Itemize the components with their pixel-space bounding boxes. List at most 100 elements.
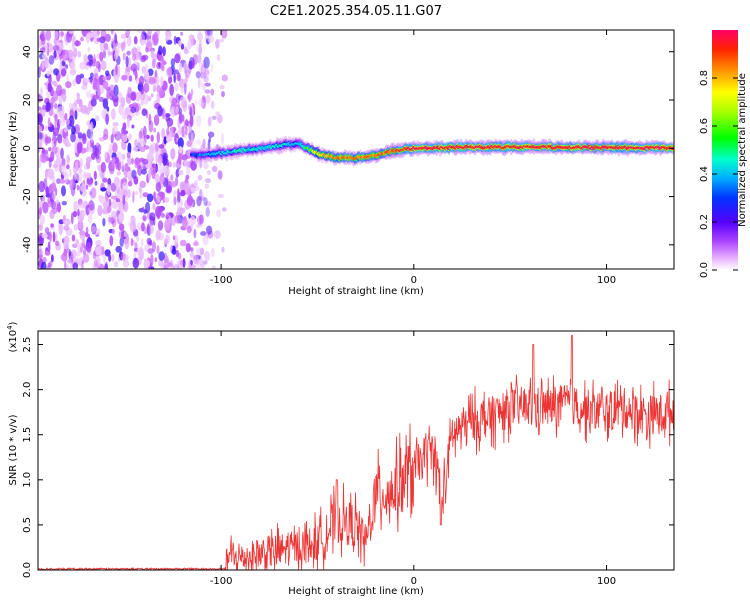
noise-blob	[68, 30, 75, 35]
noise-blob	[75, 160, 79, 173]
noise-blob	[42, 256, 47, 264]
noise-blob	[190, 160, 197, 171]
noise-blob	[112, 142, 118, 154]
noise-blob	[68, 115, 75, 128]
noise-blob	[162, 59, 165, 66]
noise-blob	[207, 34, 215, 44]
noise-blob	[163, 259, 170, 269]
noise-blob	[154, 173, 160, 184]
noise-blob	[140, 39, 148, 45]
noise-blob	[94, 146, 98, 158]
noise-blob	[202, 260, 208, 265]
noise-blob	[39, 214, 46, 225]
noise-blob	[111, 108, 116, 120]
noise-blob	[197, 30, 202, 36]
noise-blob	[121, 74, 128, 81]
noise-blob	[121, 153, 126, 160]
noise-blob	[65, 81, 72, 89]
noise-blob	[61, 201, 67, 206]
noise-blob	[198, 62, 204, 73]
noise-blob	[161, 127, 165, 139]
noise-blob	[125, 55, 129, 68]
noise-blob	[150, 93, 154, 98]
noise-blob	[163, 136, 167, 145]
noise-blob	[111, 95, 119, 103]
noise-blob	[185, 119, 189, 127]
noise-blob	[45, 30, 52, 41]
noise-blob	[216, 54, 221, 61]
noise-blob	[207, 131, 215, 138]
noise-blob	[58, 138, 63, 144]
noise-blob	[119, 237, 124, 247]
noise-blob	[97, 204, 103, 217]
noise-blob	[103, 253, 106, 265]
noise-blob	[114, 51, 119, 60]
noise-blob	[139, 180, 146, 188]
noise-blob	[128, 75, 133, 82]
noise-blob	[199, 39, 202, 47]
noise-blob	[190, 259, 193, 266]
noise-blob	[150, 49, 154, 59]
noise-blob	[196, 247, 203, 258]
noise-blob	[106, 90, 110, 101]
noise-blob	[157, 105, 163, 117]
noise-blob	[160, 76, 164, 87]
snr-ytick-label: 0.0	[22, 562, 33, 578]
noise-blob	[136, 30, 144, 33]
noise-blob	[178, 146, 183, 154]
noise-blob	[185, 243, 191, 253]
noise-blob	[100, 60, 107, 71]
noise-blob	[38, 200, 41, 207]
noise-blob	[112, 122, 119, 127]
noise-blob	[44, 227, 50, 234]
noise-blob	[113, 84, 119, 97]
noise-blob	[179, 189, 186, 197]
noise-blob	[190, 182, 198, 189]
noise-blob	[167, 120, 170, 129]
noise-blob	[80, 36, 84, 42]
noise-blob	[100, 161, 106, 173]
noise-blob	[188, 213, 191, 219]
noise-blob	[176, 201, 181, 214]
noise-blob	[83, 164, 87, 170]
noise-blob	[197, 78, 201, 88]
noise-blob	[110, 195, 118, 200]
noise-blob	[147, 151, 154, 161]
noise-blob	[198, 98, 205, 108]
noise-blob	[207, 116, 212, 127]
noise-blob	[92, 94, 100, 100]
noise-blob	[60, 165, 67, 172]
noise-blob	[215, 38, 220, 49]
noise-blob	[56, 84, 63, 97]
noise-blob	[61, 185, 66, 197]
noise-blob	[142, 206, 145, 212]
spectrogram-ytick-label: -20	[22, 188, 33, 204]
noise-blob	[200, 71, 204, 79]
noise-blob	[106, 184, 111, 196]
snr-ytick-label: 0.5	[22, 517, 33, 533]
noise-blob	[134, 157, 141, 166]
amplitude-colorbar: 0.0 0.2 0.4 0.6 0.8 Normalized spectral ampl…	[699, 30, 748, 278]
noise-blob	[151, 77, 157, 84]
snr-series-line	[38, 335, 674, 570]
noise-blob	[149, 239, 153, 245]
noise-blob	[139, 75, 145, 86]
noise-blob	[105, 113, 109, 125]
noise-blob	[102, 98, 109, 109]
noise-blob	[90, 72, 94, 78]
noise-blob	[222, 207, 227, 212]
noise-blob	[190, 132, 194, 144]
noise-blob	[163, 165, 170, 176]
noise-blob	[73, 224, 79, 231]
noise-blob	[71, 102, 78, 113]
noise-blob	[123, 230, 128, 238]
noise-blob	[91, 225, 97, 234]
noise-blob	[53, 81, 58, 87]
noise-blob	[156, 245, 160, 254]
noise-blob	[73, 200, 78, 212]
noise-blob	[137, 46, 141, 53]
noise-blob	[166, 127, 170, 136]
noise-blob	[76, 171, 83, 183]
noise-blob	[93, 170, 97, 180]
